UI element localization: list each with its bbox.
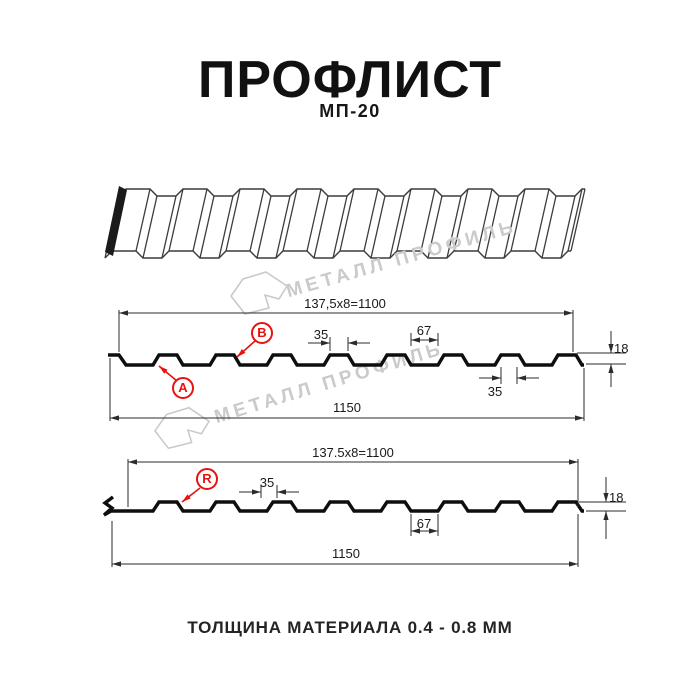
marker-side-a: A: [172, 377, 194, 399]
dim-total-width-reverse: 1150: [316, 546, 376, 561]
metal-profil-logo-watermark: [227, 271, 291, 315]
dim-valley-reverse: 67: [409, 516, 439, 531]
metal-profil-logo-watermark: [153, 406, 211, 450]
marker-side-r: R: [196, 468, 218, 490]
profile-reverse-outline: [104, 497, 584, 515]
dim-height-front: 18: [614, 341, 628, 356]
dim-height-reverse: 18: [609, 490, 623, 505]
watermark-2: [153, 406, 211, 455]
watermark-1: [227, 271, 291, 320]
profile-front-outline: [108, 355, 584, 365]
dim-rib-base-front: 35: [477, 384, 513, 399]
dim-rib-top-front: 35: [306, 327, 336, 342]
sheet-cut-edge: [105, 186, 127, 256]
dim-pitch-reverse: 137.5x8=1100: [293, 445, 413, 460]
material-thickness-note: ТОЛЩИНА МАТЕРИАЛА 0.4 - 0.8 ММ: [0, 618, 700, 638]
dim-pitch-front: 137,5x8=1100: [285, 296, 405, 311]
watermark-brand-text: МЕТАЛЛ ПРОФИЛЬ: [212, 338, 447, 429]
product-code: МП-20: [0, 101, 700, 122]
dim-total-width-front: 1150: [317, 400, 377, 415]
marker-side-b: B: [251, 322, 273, 344]
dim-rib-top-reverse: 35: [252, 475, 282, 490]
watermark-brand-text: МЕТАЛЛ ПРОФИЛЬ: [284, 216, 519, 303]
product-sheet: ПРОФЛИСТ МП-20 МЕТАЛЛ ПРОФИЛЬ МЕТАЛЛ ПРО…: [0, 0, 700, 700]
dim-valley-front: 67: [409, 323, 439, 338]
